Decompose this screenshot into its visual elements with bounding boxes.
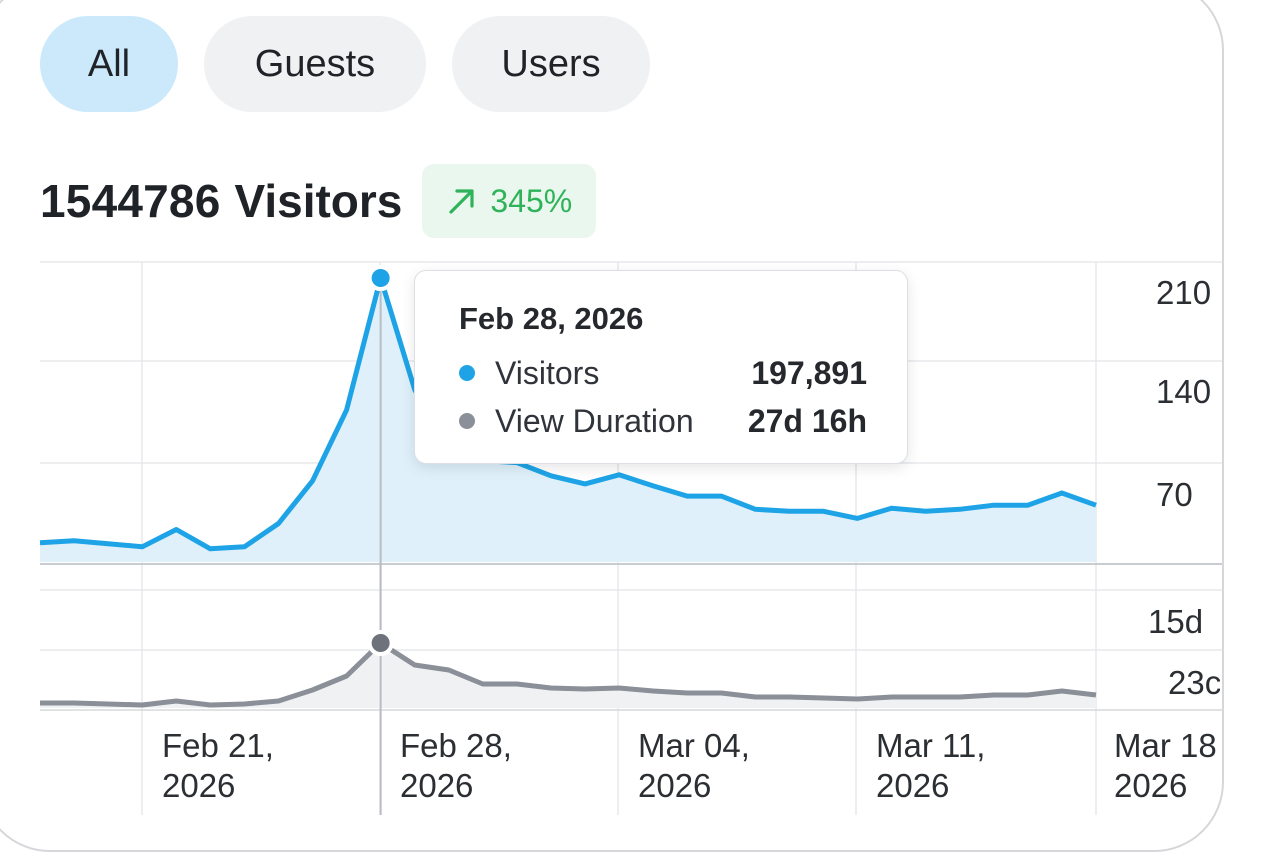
sub-y-tick-label-0: 15d [1148, 603, 1203, 640]
y-tick-label-1: 140 [1156, 373, 1211, 410]
sub-y-tick-label-1: 23c [1168, 664, 1221, 701]
x-axis-labels: Feb 21,2026 Feb 28,2026 Mar 04,2026 Mar 11,… [162, 727, 1217, 804]
view-duration-series [40, 632, 1096, 708]
y-tick-label-0: 210 [1156, 274, 1211, 311]
visitors-legend-dot [459, 365, 475, 381]
chart-tooltip: Feb 28, 2026 Visitors 197,891 View Durat… [414, 270, 908, 464]
visitors-highlight-dot [370, 267, 392, 289]
y-tick-label-2: 70 [1156, 476, 1193, 513]
y-axis-labels: 210 140 70 15d 23c [1148, 274, 1221, 701]
tooltip-row-visitors: Visitors 197,891 [459, 349, 867, 397]
tooltip-value: 27d 16h [748, 403, 867, 440]
tooltip-date: Feb 28, 2026 [459, 301, 867, 337]
tooltip-label: Visitors [495, 355, 751, 392]
duration-highlight-dot [370, 632, 392, 654]
duration-legend-dot [459, 413, 475, 429]
x-tick-label-3: Mar 11,2026 [876, 727, 985, 804]
tooltip-value: 197,891 [751, 355, 867, 392]
x-tick-label-2: Mar 04,2026 [638, 727, 750, 804]
x-tick-label-1: Feb 28,2026 [400, 727, 512, 804]
tooltip-label: View Duration [495, 403, 748, 440]
x-tick-label-0: Feb 21,2026 [162, 727, 274, 804]
tooltip-row-duration: View Duration 27d 16h [459, 397, 867, 445]
